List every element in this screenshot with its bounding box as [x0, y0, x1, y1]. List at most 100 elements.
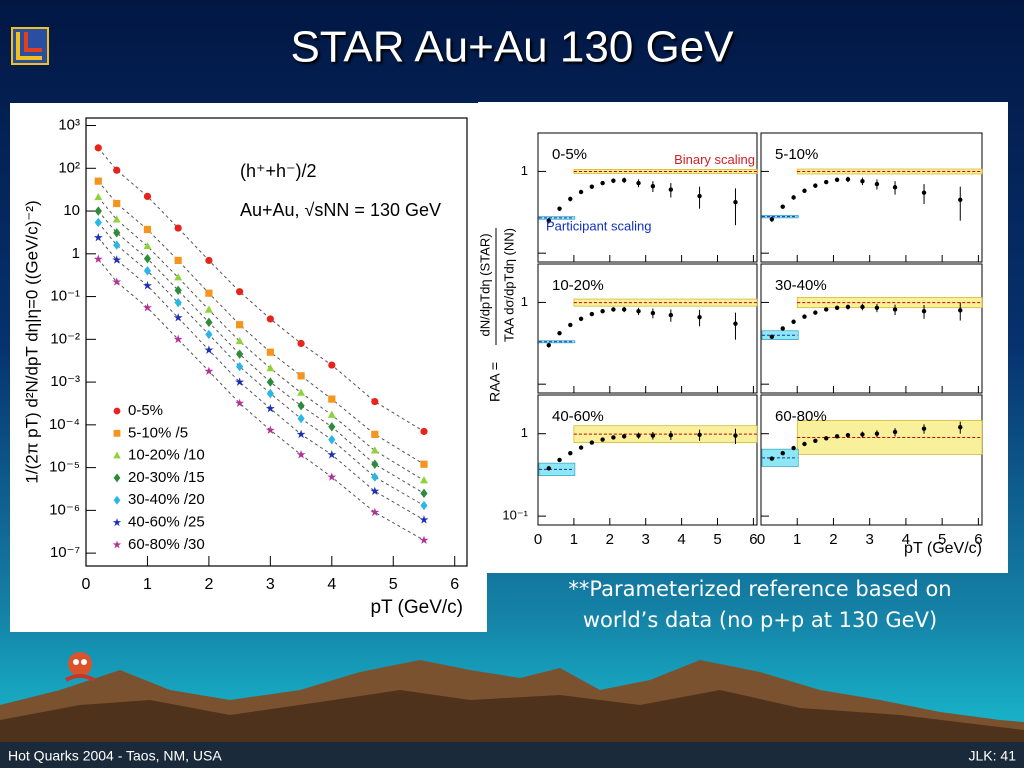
data-point [780, 204, 785, 209]
data-point [143, 280, 152, 290]
data-point [568, 196, 573, 202]
data-point [860, 432, 865, 437]
data-point [578, 316, 584, 322]
y-tick-label: 10⁻¹ [502, 508, 528, 523]
data-point [297, 413, 305, 424]
logo-mark [24, 32, 42, 52]
data-point [419, 515, 429, 524]
data-point [780, 451, 785, 456]
data-point [802, 441, 807, 447]
data-point [578, 445, 584, 450]
data-point [205, 329, 213, 340]
data-point [845, 304, 851, 310]
data-point [958, 308, 963, 313]
x-tick-label: 2 [606, 531, 614, 548]
data-point [791, 195, 796, 200]
panel-label: 5-10% [775, 146, 818, 163]
mascot-head [68, 652, 92, 676]
annotation: (h⁺+h⁻)/2 [240, 161, 317, 181]
data-point [546, 218, 551, 223]
data-point [611, 307, 616, 312]
data-point [650, 183, 656, 189]
data-point [236, 288, 244, 296]
fit-line [97, 258, 425, 541]
data-point [143, 266, 152, 276]
mountains-shadow [0, 690, 1024, 742]
legend-marker [113, 473, 121, 483]
data-point [834, 177, 840, 182]
data-point [204, 345, 214, 354]
data-point [697, 193, 702, 199]
x-tick-label: 3 [866, 531, 874, 548]
data-point [94, 144, 102, 152]
legend-marker [112, 518, 122, 527]
y-axis-label: TAA dσ/dpTdη (NN) [501, 228, 516, 342]
data-point [958, 424, 963, 430]
data-point [733, 433, 738, 438]
y-tick-label: 1 [521, 163, 528, 178]
slide-title: STAR Au+Au 130 GeV [290, 23, 734, 72]
y-axis-label: RAA = [487, 362, 503, 402]
y-tick-label: 10³ [58, 116, 80, 133]
data-point [265, 425, 275, 434]
panel-frame [537, 394, 758, 526]
data-point [834, 305, 840, 310]
data-point [611, 435, 616, 440]
data-point [802, 188, 807, 193]
panel-label: 30-40% [775, 277, 827, 294]
data-point [420, 500, 428, 511]
data-point [621, 434, 627, 439]
fit-line [97, 222, 425, 506]
legend-marker [113, 495, 121, 505]
data-point [874, 181, 880, 187]
spectra-chart: 10⁻⁷ 10⁻⁶ 10⁻⁵ 10⁻⁴ 10⁻³ 10⁻² 10⁻¹ 1 10 10² 10³ 0 1 2… [22, 116, 468, 618]
x-tick-label: 3 [642, 531, 650, 548]
panel-label: 0-5% [552, 146, 587, 163]
data-point [791, 319, 796, 324]
data-point [697, 314, 702, 320]
data-point [205, 317, 213, 327]
data-point [174, 297, 182, 308]
data-point [94, 217, 102, 228]
y-tick-label: 10⁻⁴ [49, 416, 80, 433]
y-tick-label: 1 [521, 294, 528, 309]
data-point [266, 363, 275, 372]
data-point [328, 395, 336, 403]
data-point [113, 228, 121, 238]
mascot-eye [73, 659, 79, 665]
x-tick-label: 2 [829, 531, 837, 548]
data-point [371, 459, 379, 469]
footer-left: Hot Quarks 2004 - Taos, NM, USA [8, 748, 222, 764]
data-point [174, 273, 183, 281]
panel-frame [760, 132, 983, 263]
x-tick-label: 0 [534, 531, 542, 548]
data-point [143, 241, 152, 250]
panel-frame [537, 263, 758, 394]
data-point [636, 180, 641, 186]
data-point [93, 232, 103, 242]
data-point [769, 456, 775, 461]
x-tick-label: 6 [749, 531, 757, 548]
data-point [143, 225, 152, 234]
x-tick-label: 2 [204, 576, 213, 593]
data-point [173, 334, 183, 344]
data-point [611, 178, 616, 183]
data-point [845, 177, 851, 182]
panel-label: 40-60% [552, 408, 604, 425]
x-tick-label: 5 [713, 531, 721, 548]
data-point [791, 445, 796, 451]
data-point [143, 253, 152, 264]
legend-marker [113, 451, 121, 459]
data-point [419, 535, 429, 545]
data-point [296, 450, 306, 459]
data-point [589, 440, 595, 445]
legend-label: 30-40% /20 [128, 491, 205, 508]
data-point [94, 177, 102, 185]
data-point [370, 507, 380, 517]
data-point [636, 433, 641, 438]
y-tick-label: 1 [72, 245, 80, 262]
data-point [235, 336, 244, 345]
band-label: Participant scaling [546, 218, 652, 233]
data-point [370, 486, 380, 496]
data-point [266, 348, 274, 356]
